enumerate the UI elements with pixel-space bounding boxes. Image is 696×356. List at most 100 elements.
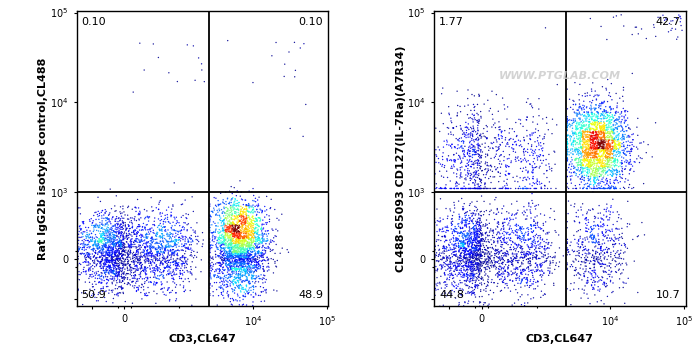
Point — [411, 233, 422, 239]
Point — [97, 257, 108, 263]
Point — [476, 153, 487, 158]
Point — [175, 305, 187, 311]
Point — [72, 247, 84, 253]
Point — [497, 279, 508, 285]
Point — [519, 240, 530, 245]
Point — [178, 220, 189, 225]
Point — [617, 141, 628, 147]
Point — [72, 241, 83, 247]
Point — [516, 231, 528, 236]
Point — [575, 136, 586, 141]
Point — [156, 217, 167, 222]
Point — [90, 237, 102, 243]
Point — [463, 230, 474, 236]
Point — [465, 148, 476, 154]
Point — [237, 279, 248, 285]
Point — [574, 220, 585, 225]
Point — [578, 175, 590, 180]
Point — [146, 238, 157, 244]
Point — [466, 213, 477, 219]
Point — [159, 285, 170, 291]
Point — [151, 205, 162, 211]
Point — [452, 103, 464, 108]
Point — [478, 261, 489, 266]
Point — [116, 229, 127, 235]
Point — [166, 237, 177, 243]
Point — [102, 280, 113, 286]
Point — [237, 211, 248, 216]
Point — [575, 145, 586, 151]
Point — [111, 242, 122, 248]
Point — [486, 237, 497, 243]
Point — [433, 219, 444, 224]
Point — [619, 129, 630, 134]
Point — [598, 129, 609, 135]
Point — [537, 237, 548, 243]
Point — [216, 245, 227, 251]
Point — [230, 196, 241, 202]
Point — [471, 257, 482, 262]
Point — [73, 286, 84, 292]
Point — [468, 224, 479, 230]
Point — [570, 118, 581, 124]
Point — [227, 222, 238, 228]
Point — [224, 248, 235, 254]
Point — [493, 248, 504, 254]
Point — [109, 250, 120, 255]
Point — [470, 169, 482, 175]
Point — [587, 206, 598, 212]
Point — [530, 225, 541, 231]
Point — [471, 283, 482, 288]
Point — [177, 253, 189, 259]
Point — [128, 231, 139, 237]
Point — [611, 149, 622, 155]
Point — [473, 267, 484, 272]
Point — [242, 267, 253, 273]
Point — [93, 209, 104, 214]
Point — [487, 141, 498, 146]
Point — [598, 130, 609, 136]
Point — [247, 213, 258, 219]
Point — [601, 135, 612, 140]
Point — [579, 123, 590, 129]
Point — [100, 259, 111, 265]
Point — [611, 163, 622, 168]
Point — [508, 257, 519, 262]
Point — [493, 136, 505, 141]
Point — [615, 216, 626, 222]
Point — [179, 304, 190, 310]
Point — [228, 228, 239, 234]
Point — [210, 203, 221, 208]
Point — [244, 272, 255, 278]
Point — [246, 276, 258, 282]
Point — [441, 182, 452, 188]
Point — [482, 259, 493, 265]
Point — [492, 236, 503, 241]
Point — [424, 232, 435, 237]
Point — [458, 245, 469, 251]
Point — [432, 222, 443, 228]
Point — [624, 143, 635, 148]
Point — [451, 179, 462, 185]
Point — [592, 141, 603, 147]
Point — [122, 252, 134, 258]
Point — [462, 168, 473, 174]
Point — [124, 231, 135, 237]
Point — [148, 244, 159, 249]
Point — [83, 241, 94, 247]
Point — [468, 266, 480, 272]
Point — [234, 254, 245, 260]
Point — [523, 268, 535, 274]
Point — [467, 237, 478, 243]
Point — [71, 245, 82, 250]
Point — [603, 227, 615, 233]
Point — [217, 224, 228, 230]
Point — [473, 252, 484, 257]
Point — [619, 300, 631, 306]
Point — [620, 124, 631, 130]
Point — [458, 243, 469, 248]
Point — [514, 224, 525, 230]
Point — [576, 131, 587, 136]
Point — [603, 113, 614, 119]
Point — [269, 239, 280, 245]
